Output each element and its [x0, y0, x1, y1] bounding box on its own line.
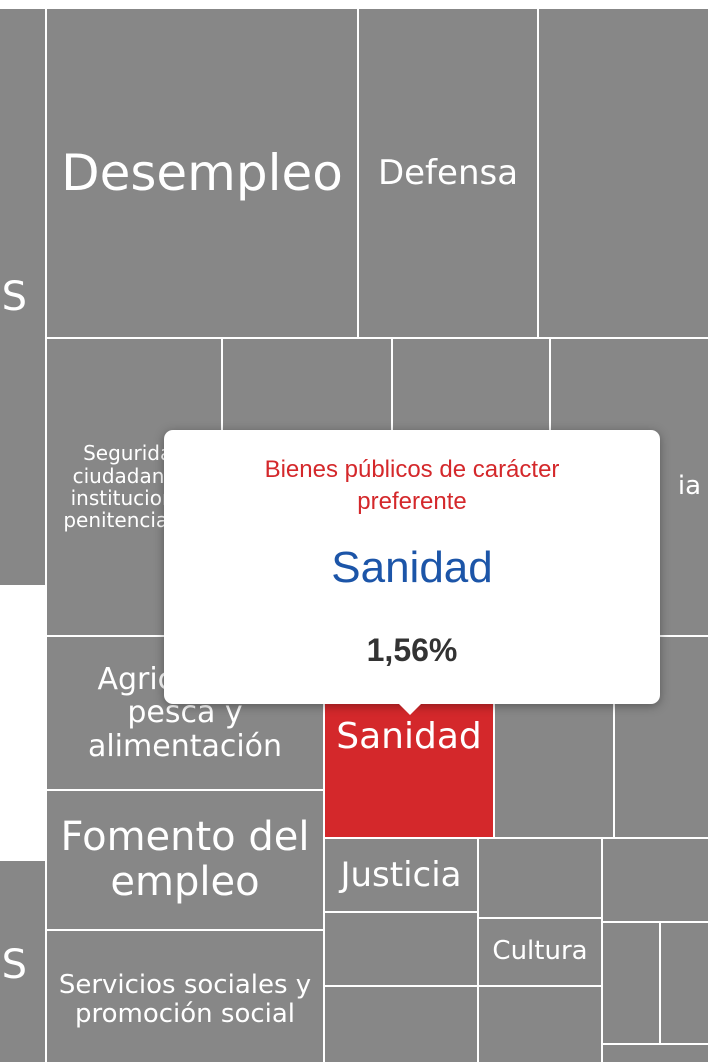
- treemap-cell[interactable]: [324, 986, 478, 1062]
- treemap-cell[interactable]: [538, 8, 708, 338]
- treemap-cell-label: S: [1, 941, 27, 988]
- treemap-cell[interactable]: S: [0, 8, 46, 586]
- tooltip-arrow: [398, 703, 422, 715]
- treemap-cell[interactable]: [602, 1044, 708, 1062]
- treemap-cell-label: S: [1, 273, 27, 320]
- treemap-cell-label: Servicios sociales y promoción social: [58, 969, 312, 1029]
- tooltip-category: Bienes públicos de carácter preferente: [264, 456, 560, 515]
- treemap-cell[interactable]: [478, 986, 602, 1062]
- treemap-cell[interactable]: [478, 838, 602, 918]
- treemap-cell-label: Justicia: [340, 854, 462, 895]
- treemap-cell[interactable]: Fomento del empleo: [46, 790, 324, 930]
- treemap-cell-label: ia: [677, 471, 701, 502]
- tooltip: Bienes públicos de carácter preferente S…: [164, 430, 660, 715]
- treemap-cell-label: Sanidad: [336, 715, 482, 757]
- treemap-cell[interactable]: Justicia: [324, 838, 478, 912]
- treemap-cell[interactable]: Cultura: [478, 918, 602, 986]
- treemap-cell[interactable]: Defensa: [358, 8, 538, 338]
- treemap-cell[interactable]: Servicios sociales y promoción social: [46, 930, 324, 1062]
- treemap-cell-label: Desempleo: [61, 144, 343, 202]
- tooltip-name: Sanidad: [331, 543, 493, 592]
- treemap-cell[interactable]: Desempleo: [46, 8, 358, 338]
- treemap-cell[interactable]: [324, 912, 478, 986]
- treemap-cell-label: Defensa: [377, 152, 519, 193]
- treemap-cell[interactable]: [602, 838, 708, 922]
- treemap-cell[interactable]: S: [0, 860, 46, 1062]
- treemap-cell-label: Fomento del empleo: [60, 814, 310, 905]
- tooltip-value: 1,56%: [366, 632, 458, 668]
- treemap-cell[interactable]: [602, 922, 660, 1044]
- treemap-cell[interactable]: [660, 922, 708, 1044]
- treemap-cell-label: Cultura: [492, 936, 588, 967]
